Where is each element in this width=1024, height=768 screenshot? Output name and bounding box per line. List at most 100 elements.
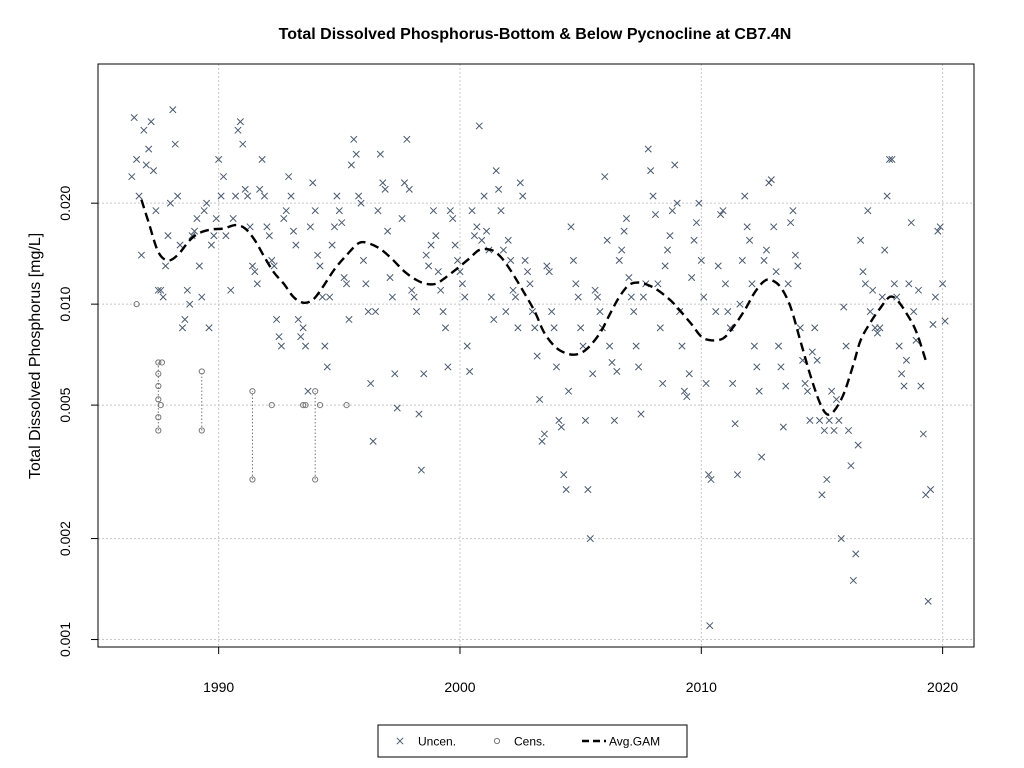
- censored-point: [198, 368, 205, 375]
- uncensored-point: [429, 207, 437, 215]
- uncensored-point: [371, 308, 380, 316]
- censored-point: [300, 402, 307, 409]
- uncensored-point: [311, 207, 319, 215]
- uncensored-point: [475, 122, 483, 130]
- uncensored-point: [917, 382, 925, 390]
- uncensored-point: [154, 286, 162, 294]
- uncensored-point: [581, 416, 590, 425]
- uncensored-point: [644, 145, 652, 153]
- uncensored-point: [128, 173, 136, 181]
- uncensored-point: [572, 280, 580, 288]
- uncensored-point: [545, 268, 553, 276]
- uncensored-point: [357, 199, 365, 207]
- uncensored-point: [362, 280, 370, 288]
- uncensored-point: [574, 293, 582, 301]
- uncensored-point: [441, 324, 450, 332]
- uncensored-point: [466, 367, 474, 375]
- uncensored-point: [837, 535, 845, 543]
- y-tick-label: 0.001: [57, 622, 73, 657]
- uncensored-point: [256, 185, 264, 193]
- uncensored-point: [241, 185, 249, 193]
- uncensored-point: [931, 293, 939, 301]
- uncensored-point: [936, 223, 944, 231]
- chart-title: Total Dissolved Phosphorus-Bottom & Belo…: [279, 26, 792, 43]
- uncensored-point: [852, 550, 860, 558]
- uncensored-point: [417, 466, 425, 474]
- uncensored-point: [567, 223, 575, 231]
- y-tick-label: 0.005: [57, 387, 73, 422]
- uncensored-point: [912, 336, 920, 344]
- uncensored-point: [753, 363, 761, 371]
- uncensored-point: [130, 114, 138, 122]
- uncensored-point: [169, 106, 177, 114]
- uncensored-point: [593, 293, 602, 301]
- uncensored-point: [137, 251, 145, 259]
- uncensored-point: [857, 236, 865, 244]
- uncensored-point: [369, 437, 377, 445]
- censored-point: [155, 414, 162, 421]
- censored-point: [155, 359, 162, 366]
- censored-point: [316, 402, 324, 409]
- uncensored-point: [840, 303, 848, 311]
- uncensored-point: [881, 246, 889, 254]
- uncensored-point: [159, 293, 167, 301]
- uncensored-point: [828, 387, 836, 395]
- uncensored-series: [128, 106, 949, 630]
- uncensored-point: [673, 199, 681, 207]
- uncensored-point: [386, 274, 394, 282]
- uncensored-point: [171, 140, 179, 148]
- uncensored-point: [463, 342, 471, 350]
- uncensored-point: [511, 293, 520, 301]
- uncensored-point: [842, 342, 850, 350]
- uncensored-point: [219, 173, 228, 181]
- uncensored-point: [589, 370, 597, 378]
- uncensored-point: [482, 227, 491, 235]
- censored-point: [157, 402, 164, 409]
- censored-point: [158, 359, 166, 366]
- uncensored-point: [678, 342, 686, 350]
- uncensored-point: [647, 167, 655, 175]
- uncensored-point: [622, 214, 631, 223]
- uncensored-point: [762, 246, 771, 254]
- uncensored-point: [731, 420, 739, 428]
- uncensored-point: [282, 207, 290, 215]
- censored-point: [155, 382, 162, 390]
- uncensored-point: [473, 223, 481, 231]
- uncensored-point: [507, 256, 515, 264]
- uncensored-point: [195, 262, 203, 270]
- uncensored-point: [268, 256, 276, 264]
- uncensored-point: [702, 379, 710, 388]
- uncensored-point: [690, 236, 698, 244]
- uncensored-point: [487, 293, 495, 301]
- uncensored-point: [888, 155, 896, 164]
- uncensored-point: [606, 342, 614, 350]
- gam-series: [140, 199, 927, 416]
- uncensored-point: [905, 280, 913, 288]
- uncensored-point: [736, 300, 744, 308]
- uncensored-point: [425, 262, 433, 270]
- uncensored-point: [712, 308, 720, 316]
- uncensored-point: [661, 262, 669, 270]
- uncensored-point: [729, 379, 737, 388]
- x-tick-label: 2010: [686, 679, 717, 695]
- uncensored-point: [253, 280, 261, 288]
- uncensored-point: [345, 315, 353, 324]
- uncensored-point: [707, 475, 715, 484]
- uncensored-point: [789, 207, 797, 215]
- uncensored-point: [246, 223, 254, 231]
- uncensored-point: [299, 324, 307, 332]
- uncensored-point: [779, 423, 787, 431]
- uncensored-point: [330, 223, 339, 231]
- uncensored-point: [733, 471, 742, 479]
- uncensored-point: [495, 185, 503, 193]
- uncensored-point: [683, 393, 691, 401]
- uncensored-point: [333, 192, 341, 200]
- uncensored-point: [227, 286, 235, 294]
- uncensored-point: [816, 416, 824, 425]
- uncensored-point: [480, 192, 488, 200]
- uncensored-point: [767, 176, 775, 184]
- uncensored-point: [391, 370, 399, 378]
- uncensored-point: [695, 199, 703, 207]
- uncensored-point: [579, 342, 587, 350]
- uncensored-point: [147, 118, 155, 126]
